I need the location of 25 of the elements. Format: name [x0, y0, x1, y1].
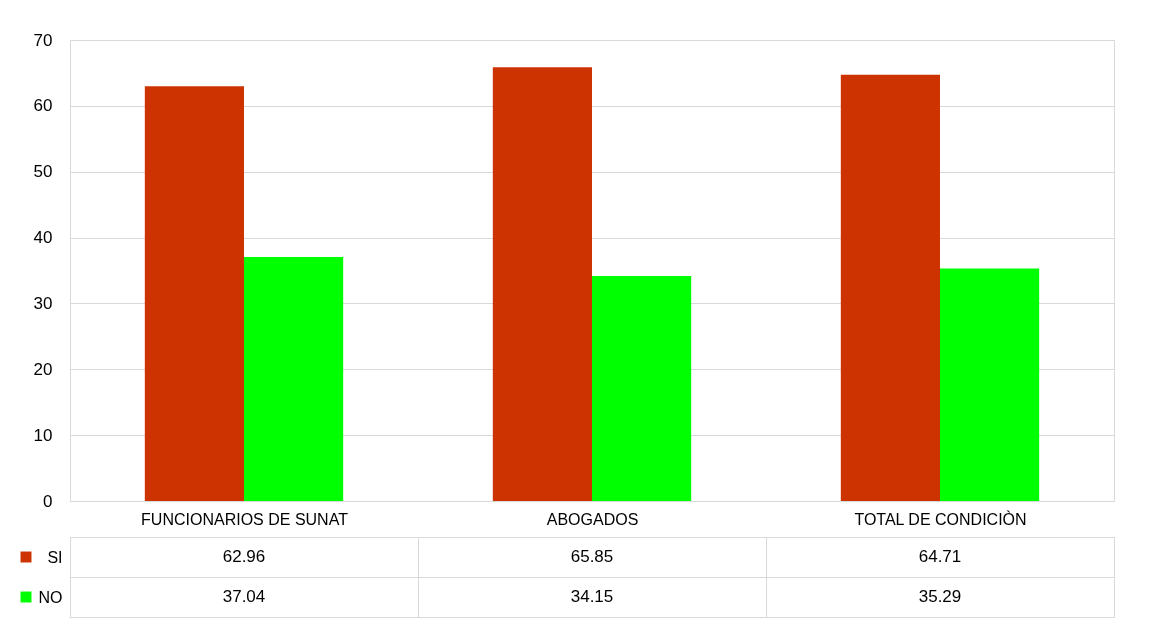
- bar: [144, 86, 244, 501]
- bar: [592, 276, 692, 501]
- y-tick-label: 50: [33, 162, 53, 182]
- x-tick-label: ABOGADOS: [546, 510, 639, 528]
- bar: [492, 67, 592, 501]
- y-tick-label: 60: [33, 96, 53, 116]
- bar: [940, 268, 1040, 501]
- data-label: 35.29: [918, 587, 962, 606]
- y-tick-label: 10: [33, 425, 53, 445]
- data-label: 37.04: [222, 587, 266, 606]
- y-tick-label: 30: [33, 293, 53, 313]
- x-tick-label: TOTAL DE CONDICIÒN: [854, 509, 1027, 528]
- data-label: 65.85: [570, 547, 614, 566]
- bar: [244, 257, 344, 501]
- y-tick-label: 20: [33, 359, 53, 379]
- bar: [840, 74, 940, 501]
- x-tick-label: FUNCIONARIOS DE SUNAT: [141, 510, 349, 528]
- data-label: 64.71: [918, 547, 962, 566]
- y-tick-label: 0: [43, 491, 53, 511]
- y-tick-label: 40: [33, 228, 53, 248]
- data-label: 62.96: [222, 547, 266, 566]
- legend-label: NO: [38, 588, 63, 606]
- y-tick-label: 70: [33, 30, 53, 50]
- legend-label: SI: [47, 548, 63, 566]
- data-label: 34.15: [570, 587, 614, 606]
